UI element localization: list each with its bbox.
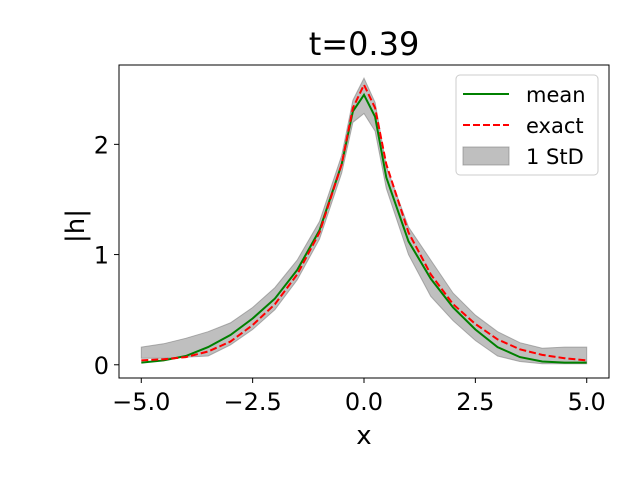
legend-swatch-std — [462, 146, 510, 166]
x-axis-label: x — [356, 421, 371, 451]
y-axis-label: |h| — [61, 209, 91, 243]
y-tick-label: 1 — [94, 242, 109, 270]
x-tick-label: −5.0 — [112, 388, 170, 416]
std-band — [140, 77, 588, 365]
x-tick-label: 0.0 — [345, 388, 383, 416]
legend-label: exact — [526, 114, 584, 138]
x-tick-label: 5.0 — [568, 388, 606, 416]
y-tick-label: 0 — [94, 352, 109, 380]
plot-area: −5.0 −2.5 0.0 2.5 5.0 0 1 2 mean exact 1 StD — [94, 64, 610, 416]
legend-label: mean — [526, 83, 586, 107]
chart-title: t=0.39 — [309, 25, 420, 63]
series-line-mean — [141, 92, 587, 364]
legend-label: 1 StD — [526, 145, 584, 169]
y-tick-label: 2 — [94, 131, 109, 159]
series-line-exact — [141, 82, 587, 362]
x-tick-label: −2.5 — [223, 388, 281, 416]
x-tick-label: 2.5 — [456, 388, 494, 416]
